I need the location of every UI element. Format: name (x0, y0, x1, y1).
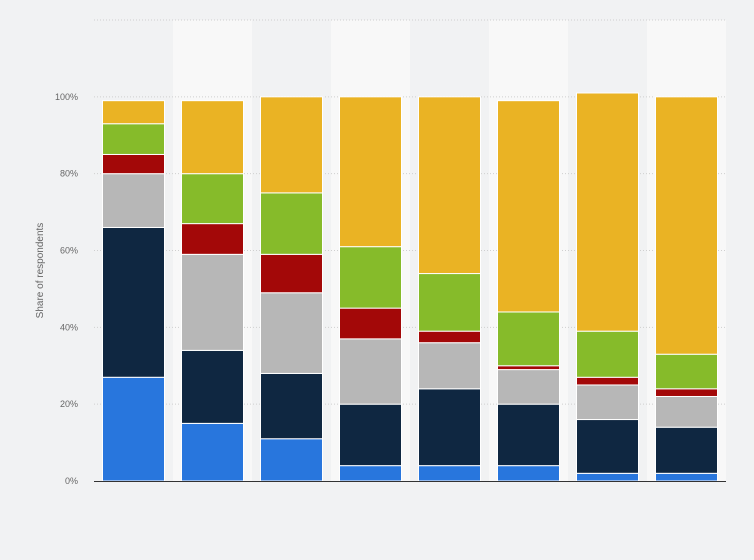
bar-segment (418, 342, 481, 390)
y-tick-label: 20% (60, 399, 78, 409)
y-axis-label: Share of respondents (35, 223, 46, 319)
bar-segment (102, 173, 165, 228)
bar-segment (339, 338, 402, 405)
bar-segment (418, 273, 481, 332)
bar-segment (102, 226, 165, 378)
bar-segment (576, 419, 639, 474)
bar-segment (102, 123, 165, 155)
bar-segment (497, 100, 560, 313)
y-tick-label: 60% (60, 246, 78, 256)
bar-segment (339, 246, 402, 309)
bar-segment (102, 376, 165, 482)
bar-segment (102, 100, 165, 125)
bar-segment (181, 253, 244, 351)
bar-segment (339, 465, 402, 482)
bars (102, 92, 718, 482)
bar-segment (260, 292, 323, 374)
bar-segment (655, 96, 718, 355)
bar-segment (576, 330, 639, 378)
bar-segment (576, 92, 639, 332)
bar-segment (181, 422, 244, 482)
bar-segment (497, 403, 560, 467)
bar-segment (655, 388, 718, 397)
y-tick-label: 0% (65, 476, 78, 486)
bar-segment (260, 96, 323, 194)
bar-segment (655, 353, 718, 390)
bar-segment (418, 96, 481, 275)
bar-segment (497, 311, 560, 367)
bar-segment (181, 100, 244, 175)
bar-segment (576, 376, 639, 386)
bar-segment (497, 365, 560, 371)
bar-segment (260, 372, 323, 440)
bar-segment (339, 96, 402, 248)
bar-segment (497, 369, 560, 405)
y-tick-label: 40% (60, 322, 78, 332)
bar-segment (181, 223, 244, 255)
bar-segment (260, 253, 323, 294)
bar-segment (655, 426, 718, 474)
y-axis-ticks: 0% 20% 40% 60% 80% 100% (55, 92, 78, 486)
bar-segment (260, 192, 323, 255)
bar-segment (339, 307, 402, 340)
y-tick-label: 100% (55, 92, 78, 102)
bar-segment (418, 388, 481, 467)
bar-segment (181, 173, 244, 225)
y-tick-label: 80% (60, 169, 78, 179)
bar-segment (339, 403, 402, 467)
bar-segment (497, 465, 560, 482)
bar-segment (418, 330, 481, 344)
bar-segment (181, 349, 244, 424)
bar-segment (102, 153, 165, 175)
bar-segment (418, 465, 481, 482)
bar-segment (655, 472, 718, 482)
bar-segment (576, 472, 639, 482)
bar-segment (260, 438, 323, 482)
bar-segment (576, 384, 639, 421)
bar-segment (655, 395, 718, 428)
